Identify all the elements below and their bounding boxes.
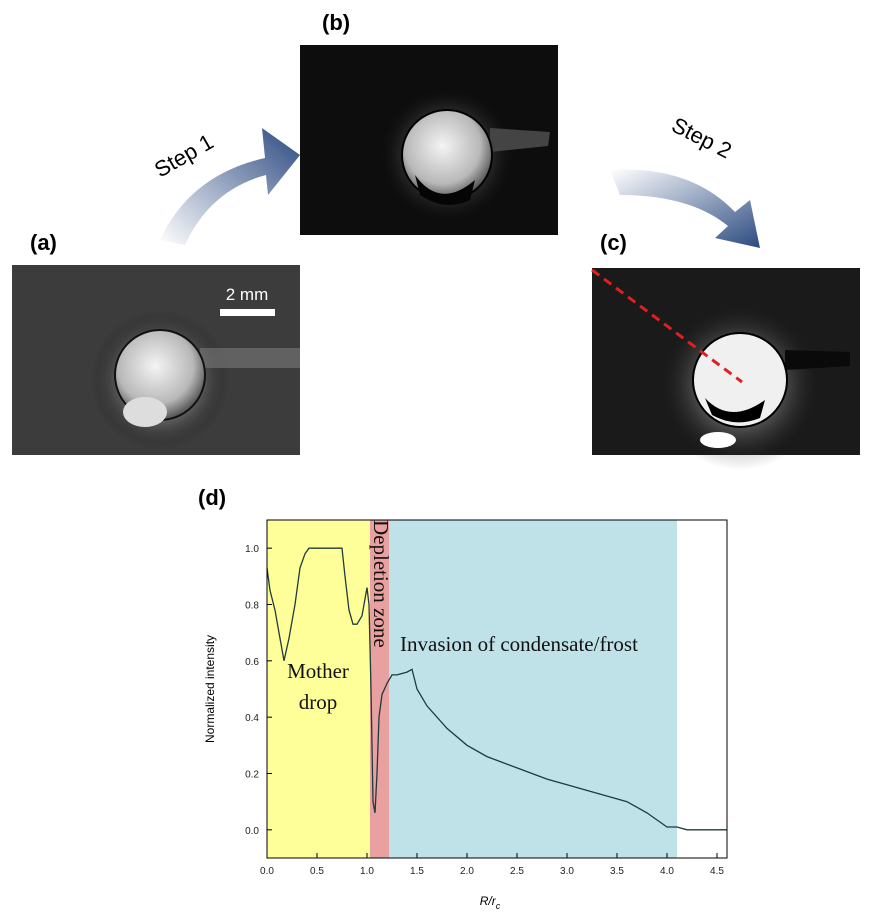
x-axis-label-part: R/r: [480, 894, 497, 908]
scale-bar-label: 2 mm: [226, 285, 269, 304]
photo-c: [591, 268, 860, 470]
region: [267, 520, 370, 858]
photo-a: [12, 265, 300, 455]
x-tick-label: 0.5: [310, 866, 324, 877]
x-tick-label: 1.5: [410, 866, 424, 877]
region-label: drop: [299, 690, 338, 714]
photo-b: [300, 45, 558, 235]
y-tick-label: 0.2: [245, 770, 259, 781]
chart: Mother drop Depletion zone Invasion of cond…: [203, 519, 728, 911]
x-tick-label: 3.0: [560, 866, 574, 877]
x-tick-label: 4.0: [660, 866, 674, 877]
y-tick-label: 0.6: [245, 657, 259, 668]
x-tick-label: 4.5: [710, 866, 724, 877]
x-tick-label: 1.0: [360, 866, 374, 877]
x-tick-label: 2.0: [460, 866, 474, 877]
y-tick-label: 0.8: [245, 601, 259, 612]
region: [389, 520, 677, 858]
y-tick-label: 1.0: [245, 544, 259, 555]
x-tick-label: 0.0: [260, 866, 274, 877]
region-label: Mother: [287, 659, 349, 683]
step-label: Step 1: [150, 129, 218, 182]
region: [370, 520, 389, 858]
panel-label: (b): [322, 10, 350, 35]
x-tick-label: 3.5: [610, 866, 624, 877]
y-tick-label: 0.0: [245, 826, 259, 837]
data-line: [266, 547, 727, 831]
region-label: Invasion of condensate/frost: [400, 632, 638, 656]
step-label: Step 2: [668, 112, 736, 163]
arrow-step1: [160, 128, 300, 245]
y-tick-label: 0.4: [245, 713, 259, 724]
panel-label: (a): [30, 230, 57, 255]
x-axis-label-part: c: [496, 901, 501, 911]
plot-frame: [266, 519, 728, 859]
x-axis-label: R/rc: [480, 894, 501, 911]
x-tick-label: 2.5: [510, 866, 524, 877]
panel-label: (d): [198, 485, 226, 510]
y-axis-label: Normalized intensity: [203, 635, 217, 743]
arrow-step2: [610, 169, 760, 248]
panel-label: (c): [600, 230, 627, 255]
region-label: Depletion zone: [369, 520, 393, 648]
